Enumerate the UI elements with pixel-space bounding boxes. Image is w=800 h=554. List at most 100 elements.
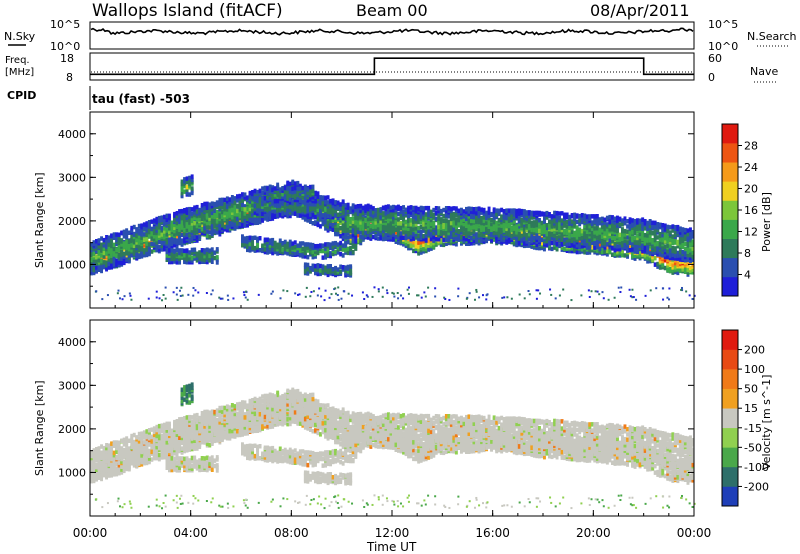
power-cell xyxy=(422,206,426,211)
power-cell xyxy=(573,216,577,222)
power-cell xyxy=(409,218,413,223)
power-cell xyxy=(437,213,441,218)
power-cell xyxy=(424,205,428,211)
power-cell xyxy=(213,217,217,222)
power-cell xyxy=(626,229,630,234)
power-cell xyxy=(603,249,607,255)
power-cell xyxy=(102,250,106,256)
power-cell xyxy=(560,227,564,233)
power-cell xyxy=(140,254,144,259)
power-cell xyxy=(120,259,124,264)
power-cell xyxy=(558,234,562,239)
power-cell xyxy=(472,238,476,243)
power-cell xyxy=(472,209,476,215)
power-cell xyxy=(185,232,189,238)
power-cell xyxy=(422,222,426,227)
power-cell xyxy=(593,236,597,241)
power-cell xyxy=(303,217,307,222)
power-cell xyxy=(165,237,169,242)
power-cell xyxy=(608,227,612,232)
power-cell xyxy=(344,222,348,227)
power-cell xyxy=(137,234,141,239)
power-cell xyxy=(621,232,624,238)
power-cell xyxy=(230,220,234,226)
power-cell xyxy=(621,242,624,248)
power-cell xyxy=(175,211,179,216)
power-cell xyxy=(351,216,355,221)
power-cell xyxy=(600,247,604,252)
power-cell xyxy=(306,218,310,223)
power-cell xyxy=(364,215,368,220)
power-cell xyxy=(354,204,358,209)
power-cell xyxy=(611,224,614,230)
power-cell xyxy=(185,227,189,233)
power-cell xyxy=(165,232,169,237)
power-cell xyxy=(475,232,479,237)
power-cell xyxy=(309,187,312,192)
power-cell xyxy=(120,255,124,260)
power-cell xyxy=(351,223,355,229)
power-cell xyxy=(512,229,516,234)
power-cell xyxy=(598,249,602,255)
power-cell xyxy=(583,250,587,255)
power-cell xyxy=(545,210,549,216)
power-cell xyxy=(356,204,360,209)
power-cell xyxy=(588,237,592,242)
power-cell xyxy=(626,254,630,259)
power-cell xyxy=(228,203,232,209)
power-cell xyxy=(417,242,421,248)
power-cell xyxy=(470,225,473,230)
power-cell xyxy=(392,208,395,213)
power-cell xyxy=(487,219,491,224)
power-cell xyxy=(389,235,393,240)
power-cell xyxy=(248,220,252,225)
power-cell xyxy=(578,242,582,247)
power-cell xyxy=(500,227,504,233)
power-cell xyxy=(487,229,491,235)
power-cell xyxy=(399,209,403,215)
power-cell xyxy=(248,199,252,204)
power-cell xyxy=(351,227,355,232)
power-cell xyxy=(638,218,642,223)
power-cell xyxy=(404,232,408,238)
power-cell xyxy=(361,216,365,222)
power-cell xyxy=(643,245,647,250)
power-cell xyxy=(618,250,622,255)
power-cell xyxy=(364,217,368,223)
power-cell xyxy=(467,231,471,236)
power-cell xyxy=(580,244,584,249)
power-cell xyxy=(477,209,481,215)
power-cell xyxy=(188,212,192,218)
power-cell xyxy=(364,222,368,228)
power-cell xyxy=(366,203,370,209)
cpid-value: tau (fast) -503 xyxy=(92,92,190,106)
power-cell xyxy=(236,223,239,228)
power-cell xyxy=(598,220,602,226)
power-cell xyxy=(183,218,187,224)
power-cell xyxy=(439,239,443,244)
power-cell xyxy=(409,230,413,236)
power-cell xyxy=(112,260,116,265)
power-cell xyxy=(535,225,539,231)
power-cell xyxy=(460,224,463,229)
power-cell xyxy=(462,209,466,214)
power-cell xyxy=(480,207,484,212)
power-cell xyxy=(678,235,682,241)
power-cell xyxy=(434,210,438,216)
power-cell xyxy=(651,249,655,255)
power-cell xyxy=(220,200,224,205)
power-cell xyxy=(427,231,431,236)
power-cell xyxy=(253,192,257,198)
power-cell xyxy=(482,225,486,231)
power-cell xyxy=(291,179,295,185)
power-cell xyxy=(152,218,156,223)
power-cell xyxy=(417,233,421,239)
freq-panel: Freq. [MHz] 18 8 60 0 Nave xyxy=(5,52,778,84)
power-cell xyxy=(394,205,398,210)
power-cell xyxy=(130,225,134,231)
power-cell xyxy=(152,236,156,242)
power-cell xyxy=(220,209,224,215)
power-cell xyxy=(319,195,322,200)
power-cell xyxy=(198,213,202,218)
power-cell xyxy=(626,224,630,229)
